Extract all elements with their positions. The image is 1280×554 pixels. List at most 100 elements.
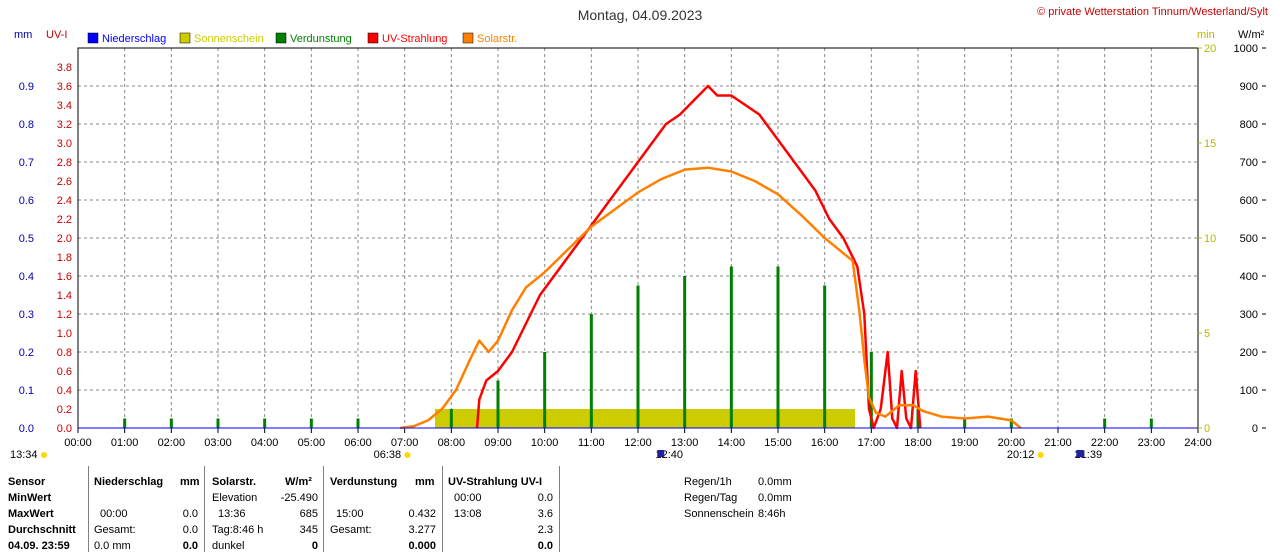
legend: Niederschlag Sonnenschein Verdunstung UV-St… [87, 32, 517, 45]
table-divider [559, 466, 560, 552]
evaporation-bar [636, 285, 640, 428]
uv-avg-value: 2.3 [537, 524, 553, 536]
mm-tick-label: 0.6 [19, 195, 34, 207]
x-tick-label: 10:00 [531, 437, 559, 449]
table-divider [323, 466, 324, 552]
x-tick-label: 00:00 [64, 437, 92, 449]
wm2-tick-label: 800 [1240, 119, 1258, 131]
uv-tick-label: 1.8 [57, 252, 72, 264]
niederschlag-header: Niederschlag [94, 476, 164, 488]
extra-value-regen1h: 0.0mm [758, 476, 792, 488]
evaporation-bar [1009, 418, 1013, 428]
unit-mm: mm [14, 29, 32, 41]
wm2-tick-label: 0 [1252, 423, 1258, 435]
wm2-tick-label: 300 [1240, 309, 1258, 321]
mm-tick-label: 0.7 [19, 157, 34, 169]
uv-tick-label: 1.2 [57, 309, 72, 321]
uv-tick-label: 3.2 [57, 119, 72, 131]
uv-tick-label: 3.4 [57, 100, 72, 112]
uv-tick-label: 2.8 [57, 157, 72, 169]
sun-icon [41, 452, 47, 458]
x-tick-label: 04:00 [251, 437, 279, 449]
extra-value-regentag: 0.0mm [758, 492, 792, 504]
unit-wm2: W/m² [1238, 29, 1265, 41]
evaporation-bar [263, 418, 267, 428]
uv-tick-label: 2.2 [57, 214, 72, 226]
legend-swatch [367, 32, 379, 44]
mm-tick-label: 0.4 [19, 271, 34, 283]
solar-dunkel-label: dunkel [212, 540, 245, 552]
x-tick-label: 12:00 [624, 437, 652, 449]
row-label-min: MinWert [8, 492, 52, 504]
x-tick-label: 03:00 [204, 437, 232, 449]
evaporation-bar [449, 409, 453, 428]
x-tick-label: 19:00 [951, 437, 979, 449]
min-tick-label: 20 [1204, 43, 1216, 55]
extra-label-regentag: Regen/Tag [684, 492, 738, 504]
mm-tick-label: 0.2 [19, 347, 34, 359]
legend-swatch [462, 32, 474, 44]
uv-max-value: 3.6 [537, 508, 553, 520]
verdunstung-max-time: 15:00 [336, 508, 364, 520]
legend-swatch [275, 32, 287, 44]
mm-tick-label: 0.1 [19, 385, 34, 397]
x-tick-label: 11:00 [578, 437, 605, 449]
evaporation-bar [309, 418, 313, 428]
legend-label: Verdunstung [290, 33, 352, 45]
uv-tick-label: 1.6 [57, 271, 72, 283]
uv-header: UV-Strahlung UV-I [448, 476, 543, 488]
mm-tick-label: 0.5 [19, 233, 34, 245]
solar-elev-label: Elevation [212, 492, 258, 504]
uv-tick-label: 1.4 [57, 290, 72, 302]
legend-label: Niederschlag [102, 33, 166, 45]
extra-value-sonnenschein: 8:46h [758, 508, 786, 520]
uv-tick-label: 0.4 [57, 385, 72, 397]
uv-tick-label: 3.6 [57, 81, 72, 93]
x-tick-label: 08:00 [438, 437, 466, 449]
min-tick-label: 15 [1204, 138, 1216, 150]
solar-elev-value: -25.490 [280, 492, 318, 504]
niederschlag-gesamt-label: Gesamt: [94, 524, 136, 536]
solar-dunkel-value: 0 [311, 540, 318, 552]
row-label-avg: Durchschnitt [8, 524, 76, 536]
moon-icon [657, 450, 665, 457]
axes: 00:00 01:00 02:00 03:00 04:00 05:00 06:00 07:00… [19, 43, 1266, 449]
x-tick-label: 07:00 [391, 437, 419, 449]
legend-label: Solarstr. [477, 33, 517, 45]
row-label-max: MaxWert [8, 508, 54, 520]
verdunstung-unit: mm [415, 476, 435, 488]
evaporation-bar [1149, 418, 1153, 428]
wm2-tick-label: 700 [1240, 157, 1258, 169]
uv-tick-label: 2.4 [57, 195, 72, 207]
table-divider [204, 466, 205, 552]
wm2-tick-label: 400 [1240, 271, 1258, 283]
mm-tick-label: 0.8 [19, 119, 34, 131]
wm2-tick-label: 1000 [1234, 43, 1258, 55]
min-tick-label: 0 [1204, 423, 1210, 435]
solar-unit: W/m² [285, 476, 312, 488]
min-tick-label: 5 [1204, 328, 1210, 340]
sunshine-block [435, 409, 855, 428]
solar-line [399, 166, 1022, 430]
evaporation-bar [216, 418, 220, 428]
row-label-date: 04.09. 23:59 [8, 540, 70, 552]
uv-tick-label: 3.0 [57, 138, 72, 150]
marker-label: 06:38 [374, 449, 402, 461]
x-tick-label: 18:00 [904, 437, 932, 449]
extra-label-regen1h: Regen/1h [684, 476, 732, 488]
niederschlag-max-time: 00:00 [100, 508, 128, 520]
x-tick-label: 17:00 [858, 437, 886, 449]
min-tick-label: 10 [1204, 233, 1216, 245]
row-label-sensor: Sensor [8, 476, 46, 488]
solar-max-value: 685 [299, 508, 318, 520]
legend-label: Sonnenschein [194, 33, 264, 45]
stats-table: Sensor MinWert MaxWert Durchschnitt 04.0… [0, 466, 1280, 552]
x-tick-label: 13:00 [671, 437, 699, 449]
chart-title: Montag, 04.09.2023 [578, 7, 703, 23]
evaporation-bar [169, 418, 173, 428]
evaporation-bar [776, 266, 780, 428]
evaporation-bar [496, 380, 500, 428]
wm2-tick-label: 100 [1240, 385, 1258, 397]
verdunstung-last-value: 0.000 [408, 540, 436, 552]
